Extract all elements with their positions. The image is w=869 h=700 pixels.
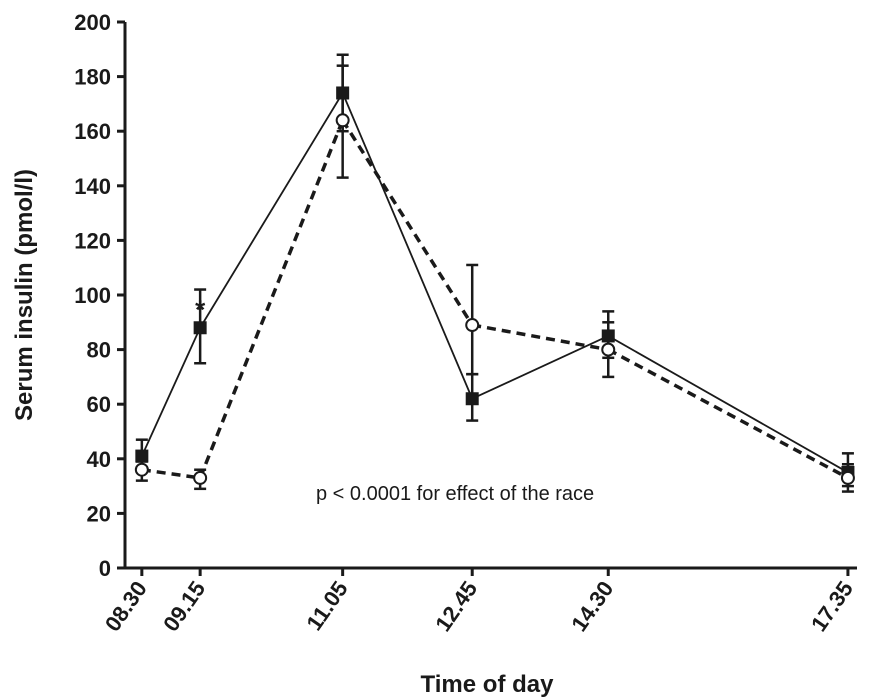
x-tick-label: 08.30 [100, 577, 152, 636]
series-segment [141, 467, 201, 480]
series-segment [199, 92, 344, 329]
series-segment [471, 323, 609, 352]
series-solid [135, 53, 855, 488]
series-segment [607, 335, 849, 474]
data-point [335, 113, 350, 128]
data-point [601, 342, 616, 357]
y-axis-title: Serum insulin (pmol/l) [11, 169, 38, 421]
series-segment [341, 119, 474, 326]
y-tick-label: 80 [87, 338, 111, 363]
data-point [840, 470, 855, 485]
y-tick-label: 40 [87, 447, 111, 472]
data-point [193, 321, 207, 335]
x-tick-label: 14.30 [566, 577, 618, 636]
series-segment [141, 327, 201, 457]
series-segment [198, 119, 345, 479]
x-tick-label: 17.35 [806, 577, 858, 636]
data-point [193, 470, 208, 485]
y-tick-label: 140 [74, 174, 111, 199]
series-segment [471, 335, 609, 400]
data-point [135, 449, 149, 463]
series-segment [607, 348, 849, 480]
x-tick-label: 09.15 [158, 577, 210, 636]
y-tick-label: 180 [74, 65, 111, 90]
data-point [465, 392, 479, 406]
p-value-annotation: p < 0.0001 for effect of the race [316, 483, 594, 505]
series-segment [341, 92, 474, 400]
y-tick-label: 20 [87, 501, 111, 526]
y-tick-label: 120 [74, 228, 111, 253]
y-tick-label: 0 [99, 556, 111, 581]
y-tick-label: 200 [74, 10, 111, 35]
series-dashed [134, 64, 855, 493]
x-axis-title: Time of day [421, 671, 555, 698]
y-tick-label: 160 [74, 119, 111, 144]
data-point [134, 462, 149, 477]
significance-marker: * [195, 294, 206, 324]
x-tick-label: 12.45 [430, 577, 482, 636]
data-point [465, 318, 480, 333]
y-tick-label: 100 [74, 283, 111, 308]
y-tick-label: 60 [87, 392, 111, 417]
x-tick-label: 11.05 [301, 577, 352, 635]
series-layer [134, 53, 855, 493]
